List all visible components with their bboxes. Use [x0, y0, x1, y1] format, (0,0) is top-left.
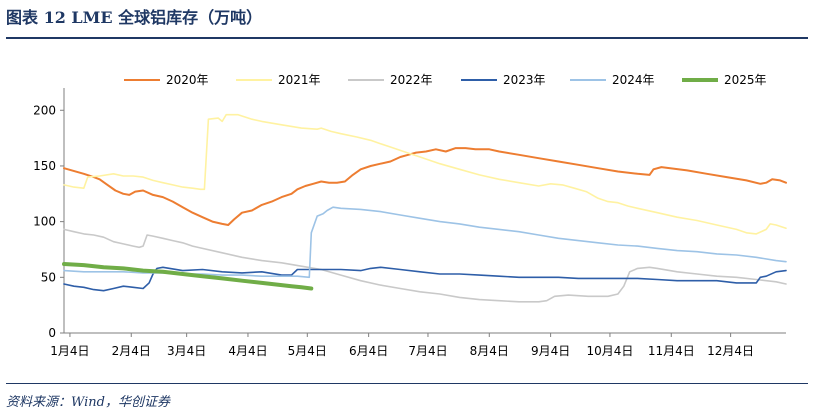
top-rule [6, 37, 808, 39]
x-tick-label: 7月4日 [408, 344, 447, 358]
series-line-2021年 [63, 113, 787, 235]
x-tick-label: 10月4日 [586, 344, 633, 358]
series-line-2023年 [63, 266, 787, 292]
axes: 0 50 100 150 200 1月4日 2月4日 3月4日 4月4日 5月4日 6月4日 7月4日… [33, 88, 786, 358]
legend-label: 2022年 [390, 73, 433, 87]
series-line-2024年 [63, 206, 787, 279]
y-tick-label: 200 [33, 103, 56, 117]
x-tick-label: 3月4日 [167, 344, 206, 358]
figure-title: 图表 12 LME 全球铝库存（万吨） [6, 8, 263, 27]
y-tick-label: 100 [33, 215, 56, 229]
legend-label: 2021年 [278, 73, 321, 87]
series-lines [62, 113, 787, 303]
bottom-rule [6, 383, 808, 384]
series-line-2020年 [63, 147, 787, 226]
x-tick-label: 11月4日 [648, 344, 695, 358]
x-tick-label: 6月4日 [349, 344, 388, 358]
source-note: 资料来源：Wind，华创证券 [6, 395, 170, 410]
x-tick-label: 5月4日 [288, 344, 327, 358]
x-tick-label: 12月4日 [707, 344, 754, 358]
x-tick-label: 9月4日 [531, 344, 570, 358]
legend-label: 2023年 [503, 73, 546, 87]
y-tick-label: 150 [33, 159, 56, 173]
series-line-2022年 [63, 228, 787, 303]
series-line-2025年 [62, 262, 314, 291]
legend-label: 2025年 [724, 73, 767, 87]
x-tick-label: 2月4日 [112, 344, 151, 358]
legend: 2020年 2021年 2022年 2023年 2024年 2025年 [124, 73, 767, 87]
y-tick-label: 50 [41, 270, 56, 284]
y-tick-label: 0 [48, 326, 56, 340]
x-tick-label: 8月4日 [470, 344, 509, 358]
x-tick-label: 1月4日 [50, 344, 89, 358]
legend-label: 2024年 [612, 73, 655, 87]
legend-label: 2020年 [166, 73, 209, 87]
x-tick-label: 4月4日 [228, 344, 267, 358]
